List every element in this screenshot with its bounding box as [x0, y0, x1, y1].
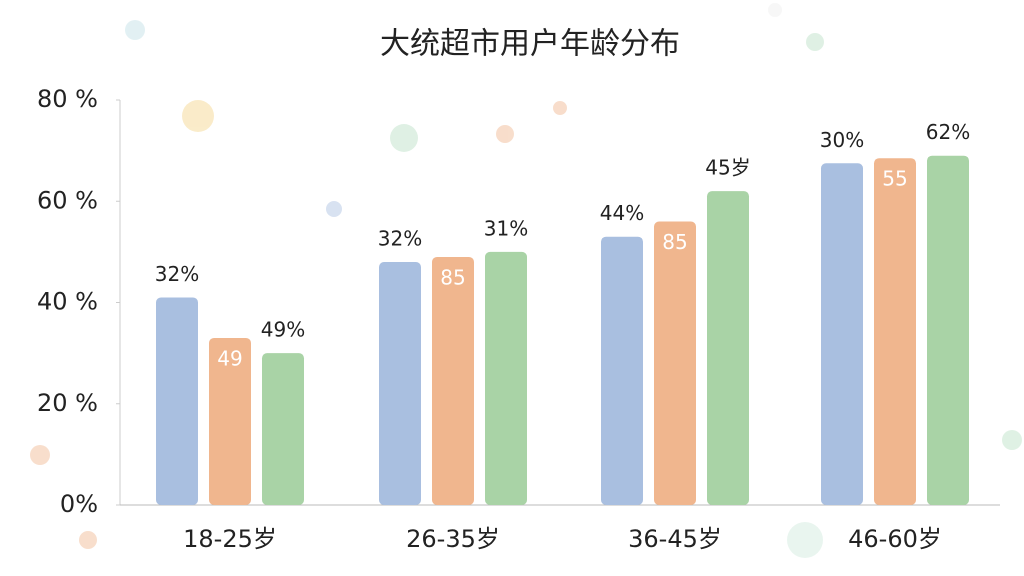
- bar-annotation: 32%: [155, 262, 199, 286]
- bar: [156, 297, 198, 505]
- x-tick-label: 26-35岁: [406, 525, 500, 553]
- chart-title: 大统超市用户年龄分布: [380, 27, 680, 62]
- bar-annotation: 31%: [484, 216, 528, 240]
- bar-annotation: 55: [882, 167, 907, 191]
- bar-annotation: 85: [440, 265, 465, 289]
- x-tick-label: 36-45岁: [628, 525, 722, 553]
- y-tick-label: 60 %: [37, 186, 98, 214]
- bar: [432, 256, 474, 505]
- bar-annotation: 62%: [926, 120, 970, 144]
- bar: [821, 163, 863, 505]
- bar-annotation: 49%: [261, 318, 305, 342]
- y-tick-label: 80 %: [37, 85, 98, 113]
- x-tick-label: 18-25岁: [183, 525, 277, 553]
- x-tick-label: 46-60岁: [848, 525, 942, 553]
- decoration: [30, 3, 1022, 558]
- y-tick-label: 40 %: [37, 288, 98, 316]
- bar-annotation: 30%: [820, 128, 864, 152]
- bar-annotation: 85: [662, 230, 687, 254]
- bar-annotation: 32%: [378, 227, 422, 251]
- bar: [707, 191, 749, 505]
- bar: [262, 353, 304, 505]
- bar-annotation: 49: [217, 346, 242, 370]
- bar: [927, 155, 969, 505]
- y-tick-label: 0%: [60, 490, 98, 518]
- bar: [379, 262, 421, 505]
- bar-annotation: 45岁: [705, 156, 750, 180]
- bar: [654, 221, 696, 505]
- bar: [209, 337, 251, 505]
- bar: [601, 236, 643, 505]
- y-tick-label: 20 %: [37, 389, 98, 417]
- bar-annotation: 44%: [600, 201, 644, 225]
- bar: [874, 158, 916, 505]
- bar: [485, 251, 527, 505]
